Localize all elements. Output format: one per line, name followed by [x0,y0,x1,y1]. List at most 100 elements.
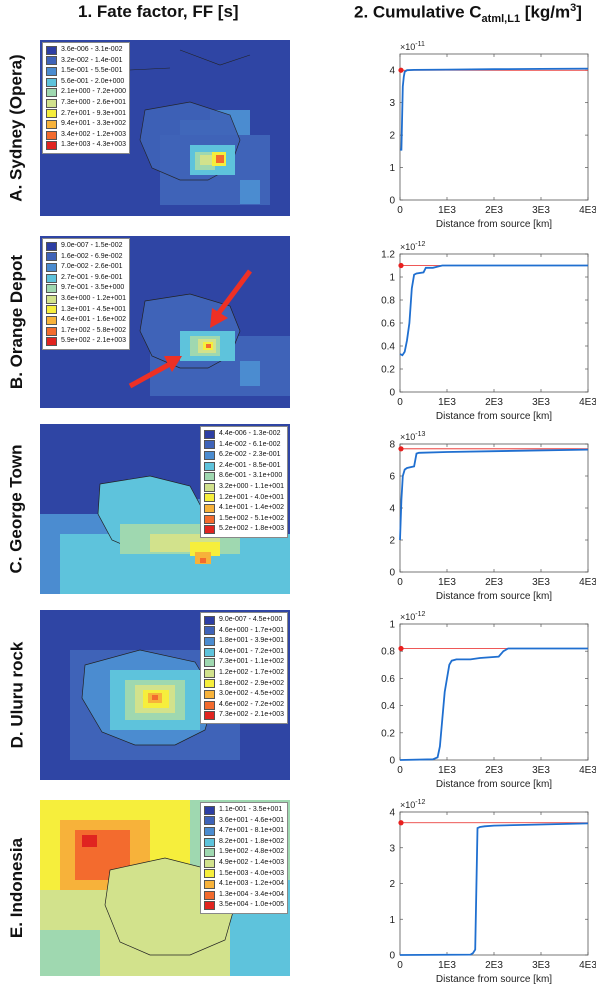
legend-row: 1.6e-002 - 6.9e-002 [46,252,126,263]
x-tick-label: 3E3 [532,765,550,776]
fate-factor-map-c: 4.4e-006 - 1.3e-002 1.4e-002 - 6.1e-002 … [40,424,290,594]
y-tick-label: 0.6 [381,674,395,685]
legend-c: 4.4e-006 - 1.3e-002 1.4e-002 - 6.1e-002 … [199,426,288,538]
plot-frame [399,53,589,201]
y-exponent-label: ×10-12 [400,241,426,252]
x-tick-label: 0 [397,765,403,776]
x-tick-label: 2E3 [485,205,503,216]
x-tick-label: 0 [397,397,403,408]
y-tick-label: 1.2 [381,250,395,261]
y-tick-label: 0 [389,756,395,767]
legend-row: 2.7e-001 - 9.6e-001 [46,273,126,284]
legend-row: 3.6e+001 - 4.6e+001 [203,816,284,827]
x-tick-label: 0 [397,205,403,216]
legend-b: 9.0e-007 - 1.5e-002 1.6e-002 - 6.9e-002 … [42,238,131,350]
legend-row: 3.6e+000 - 1.2e+001 [46,294,126,305]
y-tick-label: 1 [389,915,395,926]
cumulative-plot-c: 0 2 4 6 8 0 1E3 2E3 3E3 4E3 Distance from source [… [389,431,596,602]
y-tick-label: 3 [389,98,395,109]
y-tick-label: 4 [389,808,395,819]
map-a-drawing [40,40,290,216]
x-tick-label: 3E3 [532,960,550,971]
y-exponent-power: -11 [415,41,425,48]
y-tick-label: 0 [389,951,395,962]
x-tick-label: 3E3 [532,577,550,588]
x-tick-label: 1E3 [438,205,456,216]
y-tick-label: 0 [389,568,395,579]
x-tick-label: 1E3 [438,765,456,776]
y-exponent-label: ×10-13 [400,431,426,442]
x-axis-label: Distance from source [km] [436,219,552,230]
y-tick-label: 6 [389,472,395,483]
fate-factor-map-e: 1.1e-001 - 3.5e+001 3.6e+001 - 4.6e+001 … [40,800,290,976]
legend-row: 1.1e-001 - 3.5e+001 [203,805,284,816]
col2-subscript: atml,L1 [481,13,521,26]
reference-marker [398,67,404,73]
reference-marker [398,446,404,452]
cumulative-series-line [400,67,589,151]
legend-row: 1.9e+002 - 4.8e+002 [203,847,284,858]
legend-row: 1.2e+002 - 1.7e+002 [203,668,284,679]
y-tick-label: 1 [389,620,395,631]
x-tick-label: 1E3 [438,397,456,408]
legend-row: 4.1e+003 - 1.2e+004 [203,879,284,890]
reference-marker [398,262,404,269]
legend-row: 1.5e-001 - 5.5e-001 [46,66,126,77]
x-axis-label: Distance from source [km] [436,779,552,790]
y-tick-label: 0.4 [381,342,395,353]
legend-row: 3.2e+000 - 1.1e+001 [203,482,284,493]
cumulative-series-line [399,264,588,357]
plot-frame [399,253,589,393]
legend-row: 1.4e-002 - 6.1e-002 [203,440,284,451]
legend-row: 4.4e-006 - 1.3e-002 [203,429,284,440]
y-tick-label: 0.2 [381,728,395,739]
x-tick-label: 2E3 [485,765,503,776]
cumulative-series-line [399,647,588,761]
legend-row: 9.4e+001 - 3.3e+002 [46,119,126,130]
legend-row: 2.4e-001 - 8.5e-001 [203,461,284,472]
legend-a: 3.6e-006 - 3.1e-002 3.2e-002 - 1.4e-001 … [42,42,131,154]
legend-row: 2.7e+001 - 9.3e+001 [46,109,126,120]
legend-row: 7.3e+000 - 2.6e+001 [46,98,126,109]
legend-row: 4.1e+001 - 1.4e+002 [203,503,284,514]
y-tick-label: 2 [389,536,395,547]
legend-row: 3.4e+002 - 1.2e+003 [46,130,126,141]
y-tick-label: 0.6 [381,319,395,330]
col2-prefix: 2. Cumulative C [354,2,482,22]
legend-row: 1.5e+002 - 5.1e+002 [203,514,284,525]
cumulative-plot-e: 0 1 2 3 4 0 1E3 2E3 3E3 4E3 Distance from source [… [389,799,596,985]
y-tick-label: 2 [389,879,395,890]
arrow-line-1 [215,269,253,316]
plot-frame [399,623,589,761]
x-tick-label: 2E3 [485,577,503,588]
y-exponent-label: ×10-11 [400,41,425,52]
cumulative-plot-b: 0 0.2 0.4 0.6 0.8 1 1.2 0 1E3 2E3 3E3 4E3 Distance f… [381,241,596,422]
cumulative-series-line [399,448,589,541]
col2-end: ] [576,2,582,22]
column-title-cumulative-concentration: 2. Cumulative Catml,L1 [kg/m3] [354,2,582,25]
cumulative-plot-d: 0 0.2 0.4 0.6 0.8 1 0 1E3 2E3 3E3 4E3 Distance from… [381,611,596,790]
reference-marker [398,645,404,652]
legend-row: 4.9e+002 - 1.4e+003 [203,858,284,869]
legend-row: 3.2e-002 - 1.4e-001 [46,56,126,67]
row-label-d: D. Uluru rock [7,641,26,749]
y-tick-label: 0 [389,196,395,207]
legend-d: 9.0e-007 - 4.5e+000 4.6e+000 - 1.7e+001 … [199,612,288,724]
legend-row: 1.8e+002 - 2.9e+002 [203,679,284,690]
y-exponent-label: ×10-12 [400,799,426,810]
row-label-a: A. Sydney (Opera) [7,54,26,202]
legend-row: 4.6e+001 - 1.6e+002 [46,315,126,326]
column-title-fate-factor: 1. Fate factor, FF [s] [78,2,239,21]
legend-row: 9.7e-001 - 3.5e+000 [46,283,126,294]
legend-row: 2.1e+000 - 7.2e+000 [46,87,126,98]
y-tick-label: 1 [389,163,395,174]
y-tick-label: 0 [389,388,395,399]
col2-superscript: 3 [570,2,577,14]
cumulative-plot-a: 0 1 2 3 4 0 1E3 2E3 3E3 4E3 Distance from source [… [389,41,596,230]
legend-row: 8.2e+001 - 1.8e+002 [203,837,284,848]
y-tick-label: 1 [389,273,395,284]
y-exponent-label: ×10-12 [400,611,426,622]
plot-frame [399,443,589,573]
legend-row: 9.0e-007 - 4.5e+000 [203,615,284,626]
x-tick-label: 1E3 [438,960,456,971]
